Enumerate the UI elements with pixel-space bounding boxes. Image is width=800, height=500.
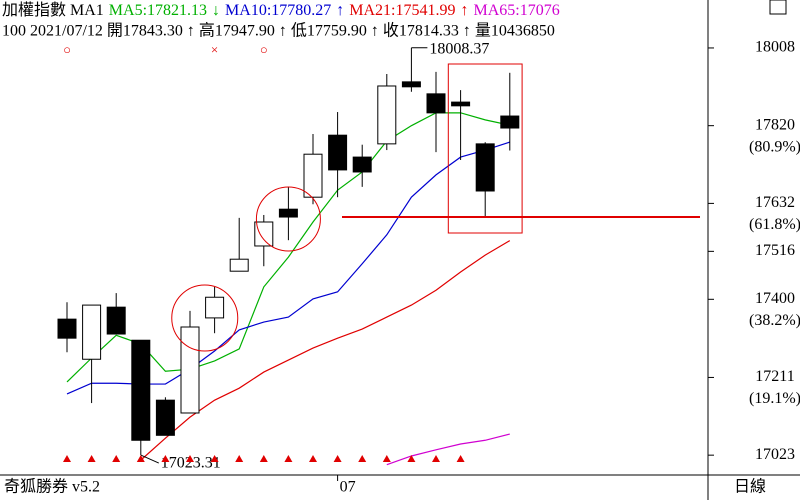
y-tick-sublabel: (80.9%) <box>749 138 800 155</box>
signal-triangle <box>186 455 194 462</box>
candle-body <box>229 258 249 272</box>
header-item: ↑ <box>336 2 344 19</box>
signal-triangle <box>87 455 96 462</box>
highlight-circle <box>255 186 321 252</box>
candle-body <box>426 93 446 114</box>
signal-triangle <box>358 455 367 462</box>
y-tick-label: 17400 <box>755 290 795 307</box>
candle-body <box>377 85 397 145</box>
header-item: ↑ <box>461 2 469 19</box>
candle-body <box>451 101 471 107</box>
signal-triangle <box>63 455 71 462</box>
y-tick-sublabel: (61.8%) <box>749 216 800 233</box>
header-item: MA10:17780.27 <box>225 2 331 19</box>
signal-triangle <box>407 455 416 462</box>
candle-body <box>82 304 102 360</box>
candle-body <box>254 221 274 247</box>
high-label: 18008.37 <box>429 40 489 57</box>
x-tick-label: 07 <box>340 479 356 496</box>
scroll-button[interactable] <box>769 0 787 15</box>
header-item: MA5:17821.13 <box>109 2 207 19</box>
candle-body <box>328 134 348 171</box>
y-tick-label: 17211 <box>755 368 794 385</box>
y-tick-label: 17516 <box>755 242 795 259</box>
low-pointer <box>140 454 160 464</box>
candle-body <box>278 208 298 218</box>
candle-body <box>352 156 372 173</box>
candle-body <box>131 339 151 441</box>
header-line1: 加權指數 MA1 MA5:17821.13 ↓ MA10:17780.27 ↑ MA21:… <box>2 1 560 19</box>
signal-triangle <box>333 455 342 462</box>
highlight-box <box>447 63 523 234</box>
candle-body <box>500 115 520 129</box>
y-tick-label: 18008 <box>755 39 795 56</box>
signal-triangle <box>382 455 391 462</box>
signal-triangle <box>210 455 219 462</box>
signal-triangle <box>136 455 145 462</box>
signal-triangle <box>284 455 293 462</box>
signal-triangle <box>456 455 465 462</box>
plot: 加權指數 MA1 MA5:17821.13 ↓ MA10:17780.27 ↑ MA21:… <box>2 1 700 472</box>
signal-triangle <box>309 455 317 462</box>
y-tick-label: 17023 <box>755 446 795 463</box>
signal-mark: ○ <box>260 42 268 57</box>
y-tick-label: 17632 <box>755 194 795 211</box>
header-item: ↓ <box>212 2 220 19</box>
candle-body <box>180 326 200 414</box>
candle-body <box>155 399 175 436</box>
signal-triangle <box>259 455 268 462</box>
y-tick-sublabel: (19.1%) <box>749 390 800 407</box>
ma-line <box>386 433 510 466</box>
ma-line <box>140 240 511 461</box>
header-line2: 100 2021/07/12 開17843.30 ↑ 高17947.90 ↑ 低… <box>2 22 555 40</box>
footer-right: 日線 <box>734 478 766 496</box>
signal-triangle <box>112 455 121 462</box>
header-item: MA65:17076 <box>474 2 560 19</box>
signal-mark: ○ <box>63 42 71 57</box>
header-item: MA21:17541.99 <box>349 2 455 19</box>
highlight-circle <box>171 284 239 352</box>
candle-body <box>475 143 495 192</box>
candle-body <box>57 318 77 339</box>
signal-triangle <box>161 455 170 462</box>
candle-body <box>303 153 323 198</box>
footer-left: 奇狐勝券 v5.2 <box>4 478 100 496</box>
candle-body <box>205 296 225 319</box>
header-item: 加權指數 MA1 <box>2 1 104 19</box>
y-tick-sublabel: (38.2%) <box>749 312 800 329</box>
y-tick-label: 17820 <box>755 116 795 133</box>
signal-mark: × <box>211 42 218 57</box>
low-label: 17023.31 <box>161 455 221 472</box>
signal-triangle <box>432 455 440 462</box>
candle-body <box>401 81 421 88</box>
signal-triangle <box>235 455 244 462</box>
candle-body <box>106 306 126 335</box>
